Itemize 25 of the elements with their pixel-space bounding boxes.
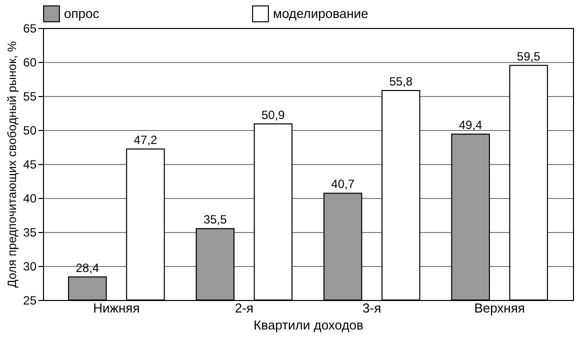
- x-tick-label: 2-я: [234, 300, 254, 316]
- data-label: 59,5: [516, 49, 541, 64]
- y-tick-label: 35: [23, 226, 37, 240]
- y-tick-label: 60: [23, 56, 37, 70]
- data-label: 47,2: [134, 133, 158, 148]
- legend-label: моделирование: [273, 6, 368, 21]
- y-tick-label: 55: [23, 90, 37, 104]
- y-tick-label: 45: [23, 158, 37, 172]
- data-label: 40,7: [331, 177, 355, 192]
- data-label: 28,4: [76, 260, 100, 275]
- data-label: 55,8: [389, 74, 413, 89]
- y-tick-label: 25: [23, 294, 37, 308]
- y-tick-label: 40: [23, 192, 37, 206]
- x-tick-label: Нижняя: [93, 300, 140, 316]
- data-label: 35,5: [203, 212, 228, 227]
- y-tick-label: 65: [23, 22, 37, 36]
- y-axis-title: Доля предпочитающих свободный рынок, %: [5, 40, 20, 288]
- y-tick-label: 50: [23, 124, 37, 138]
- data-label: 49,4: [458, 118, 483, 132]
- data-label: 50,9: [261, 108, 286, 122]
- x-tick-label: 3-я: [362, 300, 382, 316]
- x-axis-title: Квартили доходов: [254, 318, 364, 332]
- x-tick-label: Верхняя: [474, 300, 525, 316]
- y-tick-label: 30: [23, 260, 37, 274]
- legend-label: опрос: [64, 6, 100, 21]
